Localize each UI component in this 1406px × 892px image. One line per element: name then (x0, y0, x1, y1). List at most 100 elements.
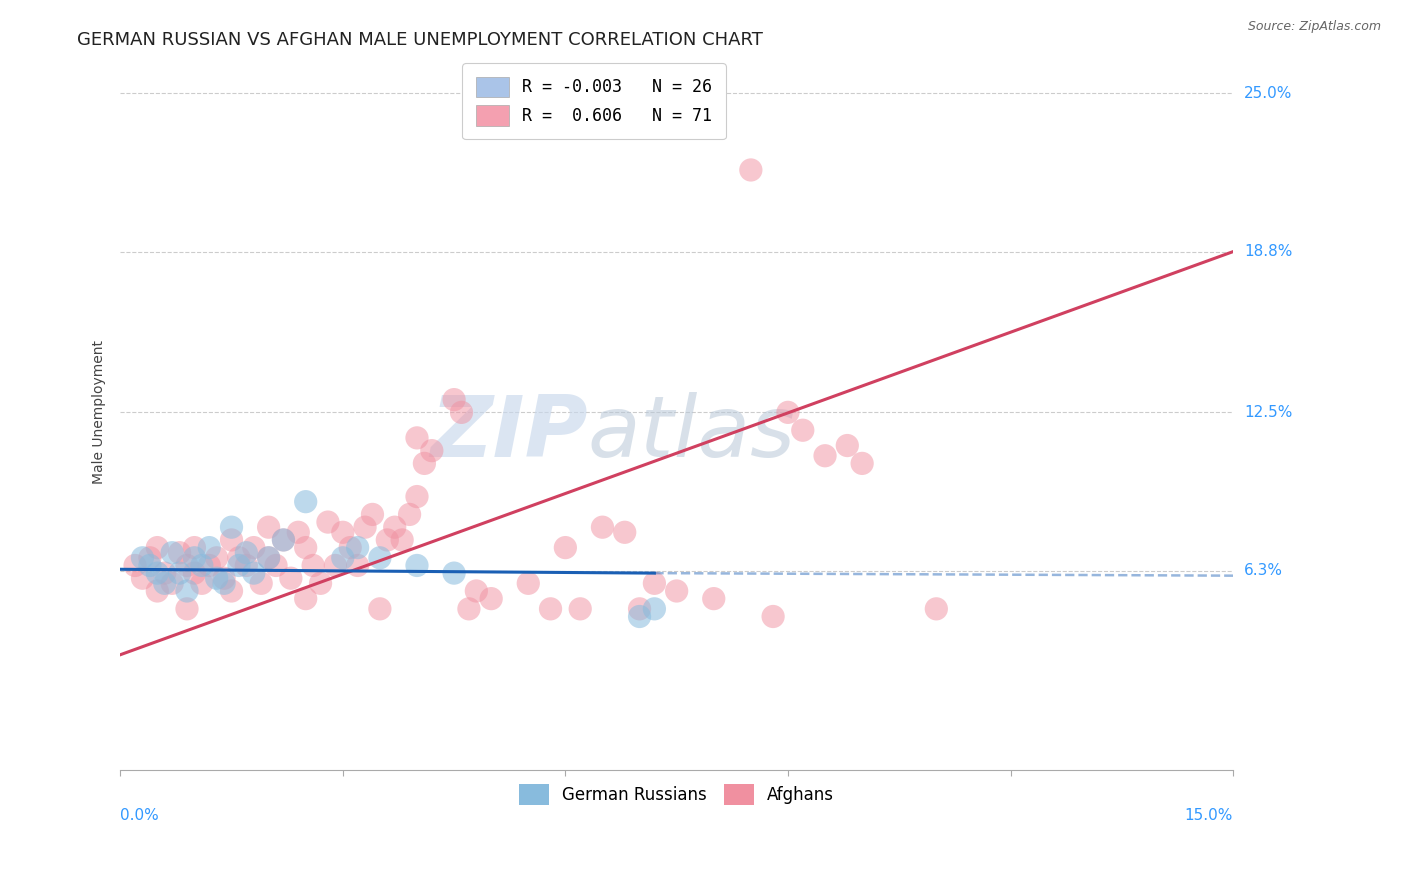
Point (273, 533, 295, 547)
Point (124, 558, 146, 573)
Point (420, 443, 443, 458)
Point (740, 163, 762, 178)
Point (176, 584, 198, 599)
Point (198, 541, 221, 555)
Point (517, 576, 540, 591)
Point (316, 515, 339, 529)
Legend: German Russians, Afghans: German Russians, Afghans (512, 778, 841, 811)
Point (176, 558, 198, 573)
Point (250, 576, 273, 591)
Point (302, 558, 325, 573)
Point (160, 546, 183, 560)
Point (235, 546, 257, 560)
Point (139, 550, 162, 565)
Text: atlas: atlas (588, 392, 796, 475)
Point (183, 541, 205, 555)
Text: 12.5%: 12.5% (1244, 405, 1292, 420)
Point (183, 550, 205, 565)
Point (665, 584, 688, 599)
Text: 15.0%: 15.0% (1185, 808, 1233, 823)
Point (346, 541, 368, 555)
Point (212, 571, 235, 585)
Text: 0.0%: 0.0% (121, 808, 159, 823)
Point (212, 576, 235, 591)
Point (613, 525, 636, 540)
Point (332, 550, 354, 565)
Point (346, 558, 368, 573)
Point (294, 591, 316, 606)
Point (406, 558, 429, 573)
Point (398, 508, 420, 522)
Point (228, 550, 250, 565)
Point (443, 392, 465, 407)
Point (628, 602, 651, 616)
Point (851, 457, 873, 471)
Point (925, 602, 948, 616)
Point (332, 525, 354, 540)
Point (554, 541, 576, 555)
Point (776, 405, 799, 419)
Point (205, 550, 228, 565)
Point (406, 490, 429, 504)
Point (221, 533, 243, 547)
Point (191, 576, 214, 591)
Y-axis label: Male Unemployment: Male Unemployment (93, 341, 107, 484)
Point (191, 558, 214, 573)
Point (153, 576, 176, 591)
Point (643, 576, 665, 591)
Point (131, 571, 153, 585)
Point (368, 550, 391, 565)
Point (153, 566, 176, 581)
Point (257, 520, 280, 534)
Point (762, 609, 785, 624)
Point (221, 584, 243, 599)
Point (406, 431, 429, 445)
Point (465, 584, 488, 599)
Point (339, 541, 361, 555)
Point (628, 609, 651, 624)
Text: 18.8%: 18.8% (1244, 244, 1292, 259)
Point (354, 520, 377, 534)
Point (309, 576, 332, 591)
Point (131, 550, 153, 565)
Point (814, 449, 837, 463)
Point (643, 602, 665, 616)
Point (257, 550, 280, 565)
Point (139, 558, 162, 573)
Point (294, 541, 316, 555)
Point (221, 520, 243, 534)
Point (257, 550, 280, 565)
Point (368, 602, 391, 616)
Point (198, 558, 221, 573)
Point (169, 546, 191, 560)
Point (242, 541, 264, 555)
Text: ZIP: ZIP (430, 392, 588, 475)
Point (479, 591, 502, 606)
Point (176, 602, 198, 616)
Text: 25.0%: 25.0% (1244, 86, 1292, 101)
Text: Source: ZipAtlas.com: Source: ZipAtlas.com (1247, 20, 1381, 33)
Point (361, 508, 384, 522)
Point (391, 533, 413, 547)
Point (160, 576, 183, 591)
Point (375, 533, 398, 547)
Point (235, 558, 257, 573)
Point (146, 566, 169, 581)
Point (280, 571, 302, 585)
Point (264, 558, 287, 573)
Point (569, 602, 592, 616)
Point (443, 566, 465, 581)
Point (146, 584, 169, 599)
Point (837, 438, 859, 452)
Text: 6.3%: 6.3% (1244, 563, 1284, 578)
Point (384, 520, 406, 534)
Point (792, 423, 814, 437)
Point (540, 602, 562, 616)
Point (325, 558, 347, 573)
Point (169, 566, 191, 581)
Point (205, 571, 228, 585)
Point (294, 494, 316, 508)
Point (450, 405, 472, 419)
Point (228, 558, 250, 573)
Point (146, 541, 169, 555)
